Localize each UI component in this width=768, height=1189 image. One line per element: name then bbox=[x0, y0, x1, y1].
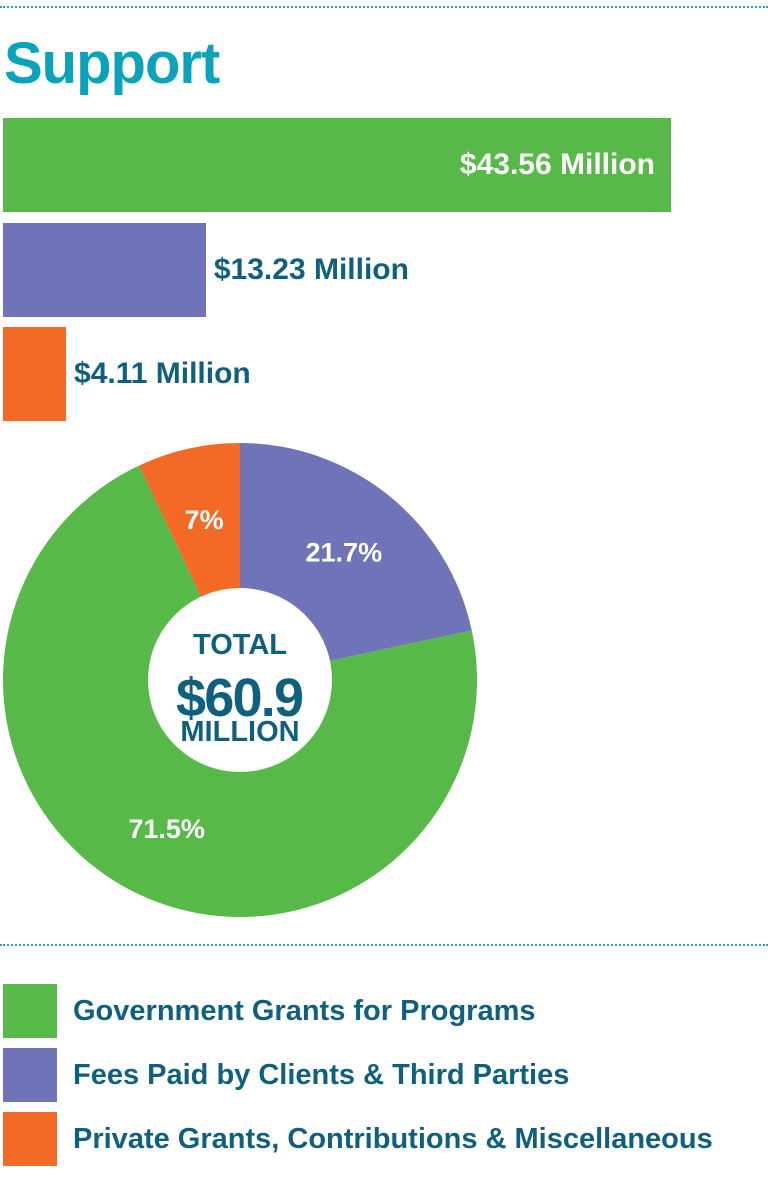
center-total-label: MILLION bbox=[180, 716, 299, 748]
legend-item-government: Government Grants for Programs bbox=[3, 984, 536, 1038]
legend-item-private: Private Grants, Contributions & Miscella… bbox=[3, 1112, 713, 1166]
slice-percent-label: 71.5% bbox=[128, 814, 205, 844]
legend-label: Fees Paid by Clients & Third Parties bbox=[73, 1058, 570, 1091]
slice-percent-label: 7% bbox=[185, 505, 224, 535]
bar bbox=[3, 327, 67, 421]
legend-label: Private Grants, Contributions & Miscella… bbox=[73, 1122, 713, 1155]
bar bbox=[3, 118, 671, 212]
bar-data-label: $4.11 Million bbox=[74, 357, 251, 390]
donut-hole bbox=[148, 588, 332, 772]
chart-title: Support bbox=[4, 31, 220, 96]
legend-label: Government Grants for Programs bbox=[73, 994, 536, 1027]
center-total-label: TOTAL bbox=[193, 629, 287, 661]
slice-percent-label: 21.7% bbox=[306, 538, 383, 568]
bottom-dotted-divider bbox=[0, 944, 768, 946]
center-total-label: $60.9 bbox=[176, 668, 304, 728]
legend-swatch bbox=[3, 984, 57, 1038]
legend-item-fees: Fees Paid by Clients & Third Parties bbox=[3, 1048, 569, 1102]
legend-swatch bbox=[3, 1112, 57, 1166]
bar bbox=[3, 223, 206, 317]
top-dotted-divider bbox=[0, 6, 768, 8]
bar-data-label: $13.23 Million bbox=[213, 253, 409, 286]
bar-data-label: $43.56 Million bbox=[459, 148, 655, 181]
legend-swatch bbox=[3, 1048, 57, 1102]
